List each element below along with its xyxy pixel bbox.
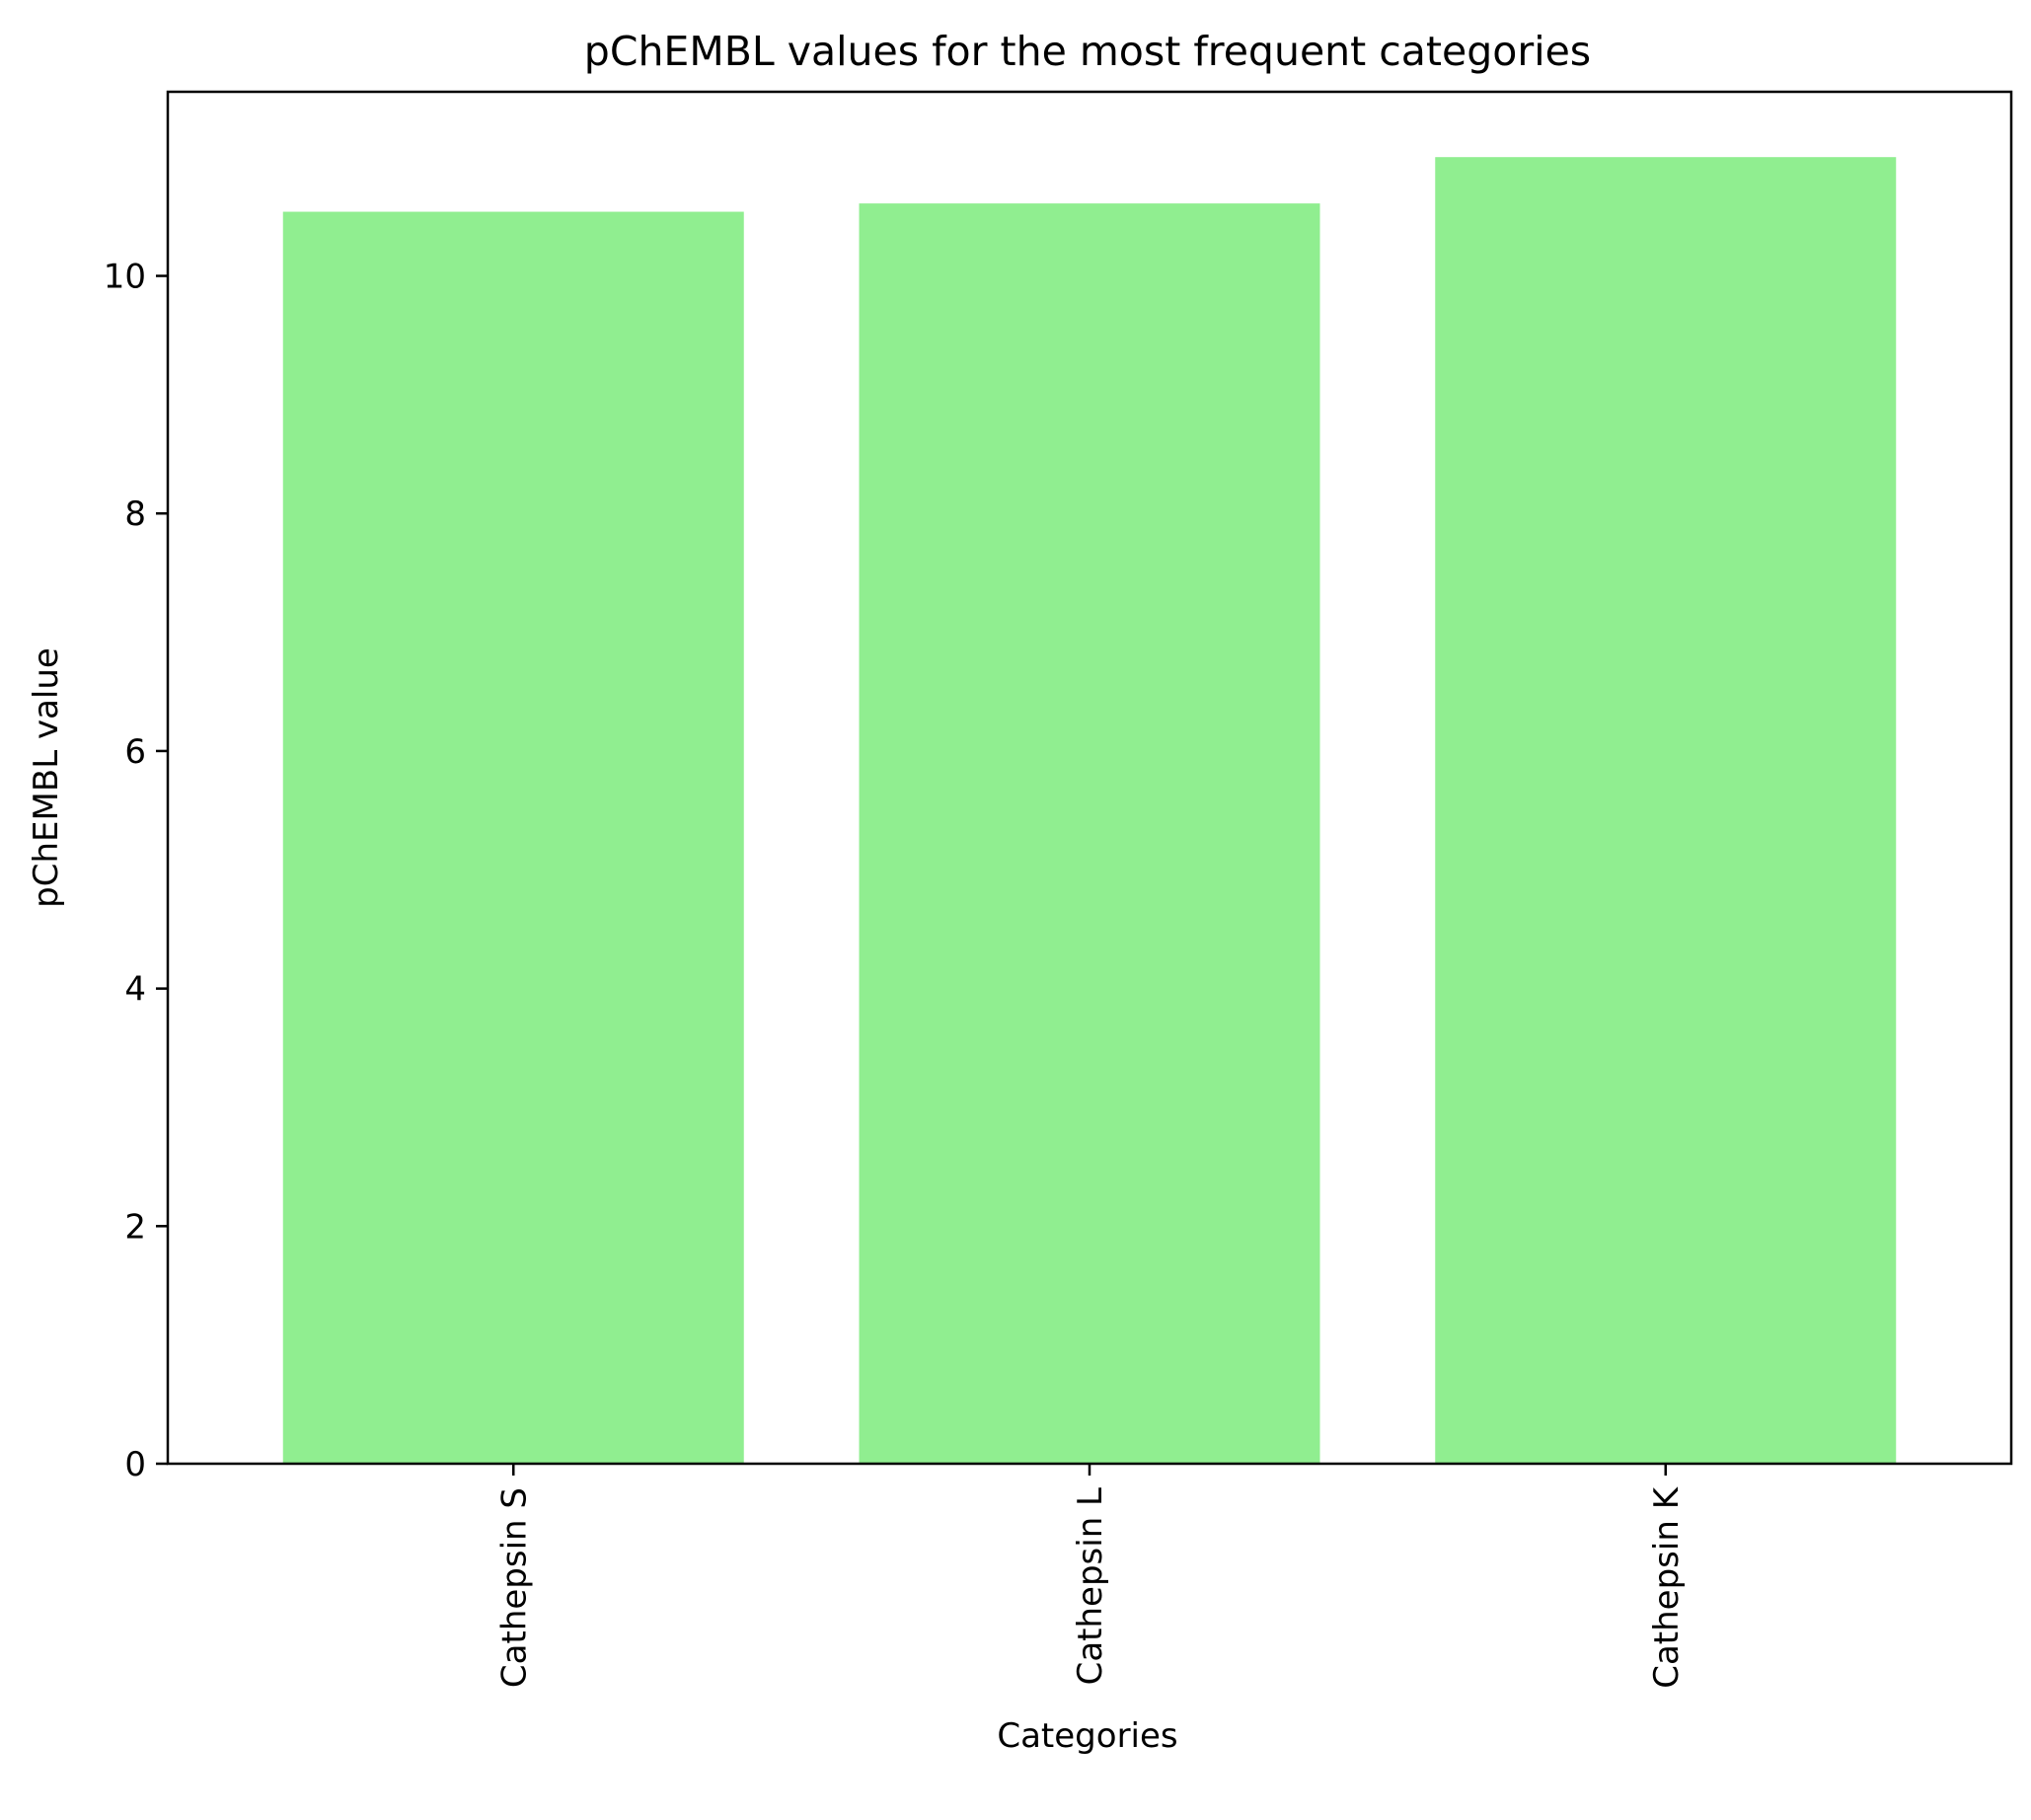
y-axis: 0 2 4 6 8 10 bbox=[104, 258, 168, 1484]
y-tick-label: 4 bbox=[124, 970, 146, 1010]
y-tick-label: 8 bbox=[124, 494, 146, 534]
chart-title: pChEMBL values for the most frequent cat… bbox=[584, 28, 1591, 75]
x-axis-title: Categories bbox=[997, 1716, 1177, 1756]
x-axis: Cathepsin S Cathepsin L Cathepsin K bbox=[494, 1464, 1687, 1689]
y-tick-label: 0 bbox=[124, 1445, 146, 1484]
x-tick-label: Cathepsin L bbox=[1071, 1487, 1110, 1685]
y-tick-label: 6 bbox=[124, 732, 146, 772]
bars-layer bbox=[282, 157, 1897, 1465]
y-tick-label: 2 bbox=[124, 1207, 146, 1247]
y-tick-label: 10 bbox=[104, 258, 146, 297]
x-tick-label: Cathepsin K bbox=[1647, 1485, 1687, 1688]
y-axis-title: pChEMBL value bbox=[27, 647, 66, 908]
bar-cathepsin-k bbox=[1435, 157, 1897, 1465]
bar-cathepsin-s bbox=[282, 211, 744, 1464]
x-tick-label: Cathepsin S bbox=[494, 1487, 534, 1688]
bar-cathepsin-l bbox=[859, 203, 1320, 1465]
